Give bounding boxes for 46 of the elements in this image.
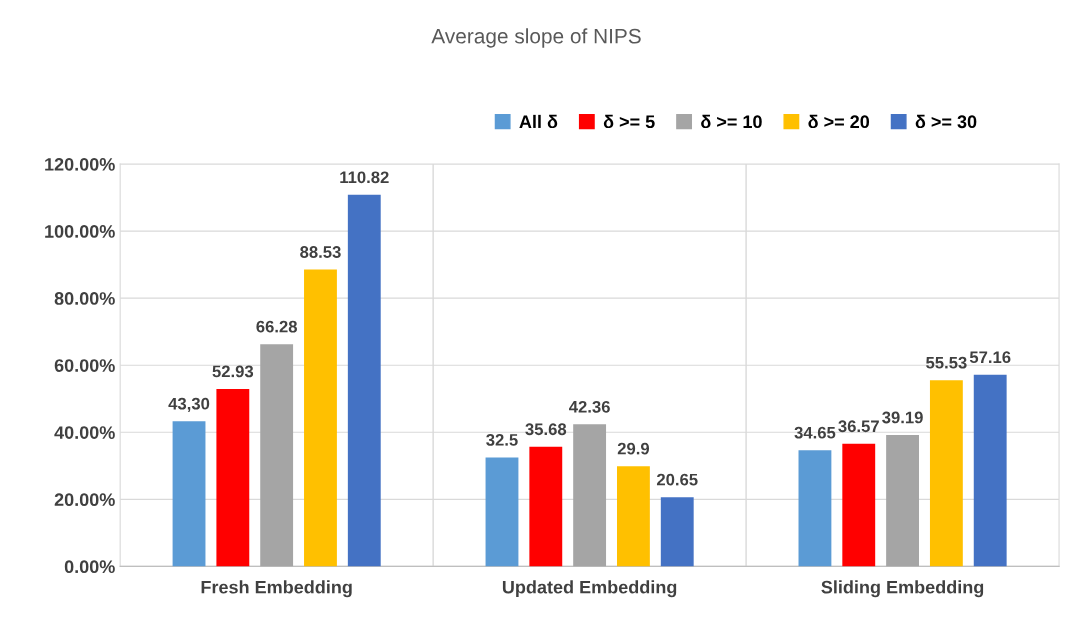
data-label: 20.65 [656, 473, 698, 486]
bar [304, 269, 337, 567]
bar [573, 424, 607, 567]
data-label: 35.68 [525, 423, 567, 436]
data-label: 52.93 [212, 365, 254, 378]
data-label: 55.53 [926, 356, 967, 369]
chart-title: Average slope of NIPS [431, 28, 641, 48]
bar [260, 344, 294, 567]
x-tick-label: Updated Embedding [502, 580, 677, 598]
y-tick-label: 60.00% [54, 359, 115, 372]
bar [929, 380, 963, 567]
bar [798, 450, 832, 567]
bar [529, 446, 563, 567]
data-label: 57.16 [969, 351, 1011, 364]
data-label: 34.65 [794, 426, 836, 439]
data-label: 32.5 [486, 433, 518, 446]
bar [485, 457, 519, 567]
data-label: 39.19 [882, 411, 923, 424]
data-label: 88.53 [300, 246, 341, 258]
y-tick-label: 80.00% [54, 292, 115, 305]
legend-label: δ >= 10 [701, 114, 762, 129]
bar [886, 434, 919, 567]
y-tick-label: 0.00% [64, 560, 115, 574]
x-tick-label: Fresh Embedding [201, 580, 352, 598]
legend-label: All δ [519, 114, 558, 129]
data-label: 43,30 [168, 397, 210, 412]
bar [347, 194, 381, 567]
y-tick-label: 20.00% [54, 493, 115, 507]
bar [973, 374, 1007, 567]
legend-label: δ >= 30 [915, 114, 977, 129]
data-label: 66.28 [256, 320, 297, 333]
legend-label: δ >= 5 [603, 114, 655, 129]
bar [617, 466, 650, 567]
bar [172, 421, 206, 567]
data-label: 29.9 [617, 442, 650, 455]
bar [216, 388, 250, 567]
data-label: 110.82 [340, 171, 389, 184]
data-label: 42.36 [569, 400, 610, 413]
x-tick-label: Sliding Embedding [821, 580, 984, 598]
bar [660, 497, 694, 567]
bar [842, 443, 876, 567]
data-label: 36.57 [838, 420, 879, 433]
legend-label: δ >= 20 [808, 114, 870, 129]
y-tick-label: 100.00% [45, 225, 115, 238]
y-tick-label: 120.00% [45, 157, 115, 171]
y-tick-label: 40.00% [54, 426, 115, 439]
